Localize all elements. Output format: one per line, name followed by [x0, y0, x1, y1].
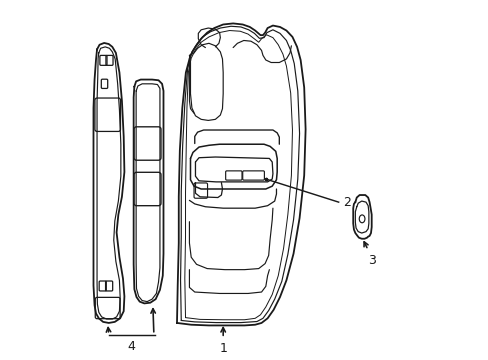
Text: 3: 3: [367, 255, 375, 267]
Text: 1: 1: [219, 342, 226, 355]
Text: 2: 2: [343, 195, 350, 209]
Text: 4: 4: [127, 339, 135, 353]
